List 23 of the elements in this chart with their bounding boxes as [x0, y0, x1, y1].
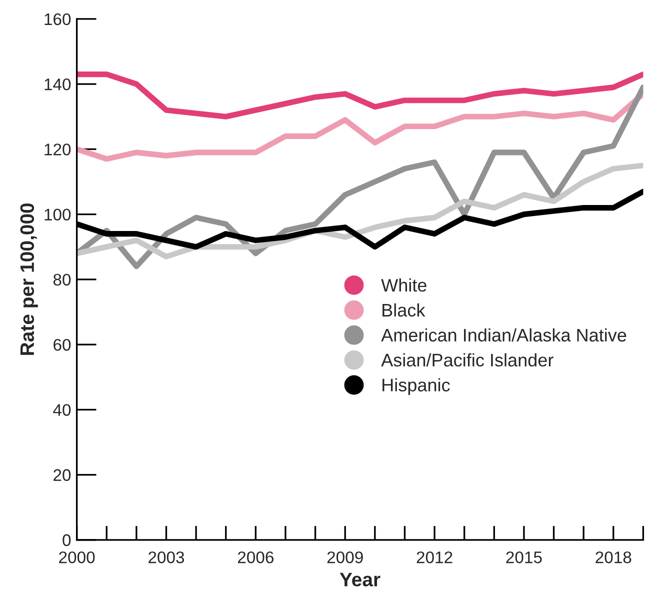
y-tick-label: 100	[44, 208, 71, 221]
x-tick-label: 2009	[327, 551, 363, 564]
y-tick-label: 40	[53, 404, 71, 416]
x-tick-label: 2000	[59, 551, 95, 564]
y-tick-label: 0	[62, 534, 71, 546]
legend-label: American Indian/Alaska Native	[381, 328, 626, 342]
x-tick-label: 2015	[506, 551, 542, 564]
x-tick-label: 2018	[596, 551, 632, 564]
y-tick-label: 160	[44, 13, 71, 26]
legend-label: Black	[382, 303, 426, 317]
x-tick-label: 2006	[238, 551, 274, 564]
y-tick-label: 60	[54, 338, 71, 351]
x-axis-title: Year	[340, 572, 380, 586]
x-tick-label: 2012	[416, 551, 452, 564]
y-tick-label: 140	[44, 78, 71, 90]
y-tick-label: 20	[54, 469, 71, 481]
x-tick-label: 2003	[148, 551, 184, 564]
y-axis-title: Rate per 100,000	[20, 203, 38, 355]
legend-label: Asian/Pacific Islander	[381, 353, 554, 367]
legend-label: White	[381, 278, 426, 292]
legend-label: Hispanic	[382, 378, 450, 396]
y-tick-label: 80	[53, 274, 71, 286]
y-tick-label: 120	[44, 144, 71, 156]
